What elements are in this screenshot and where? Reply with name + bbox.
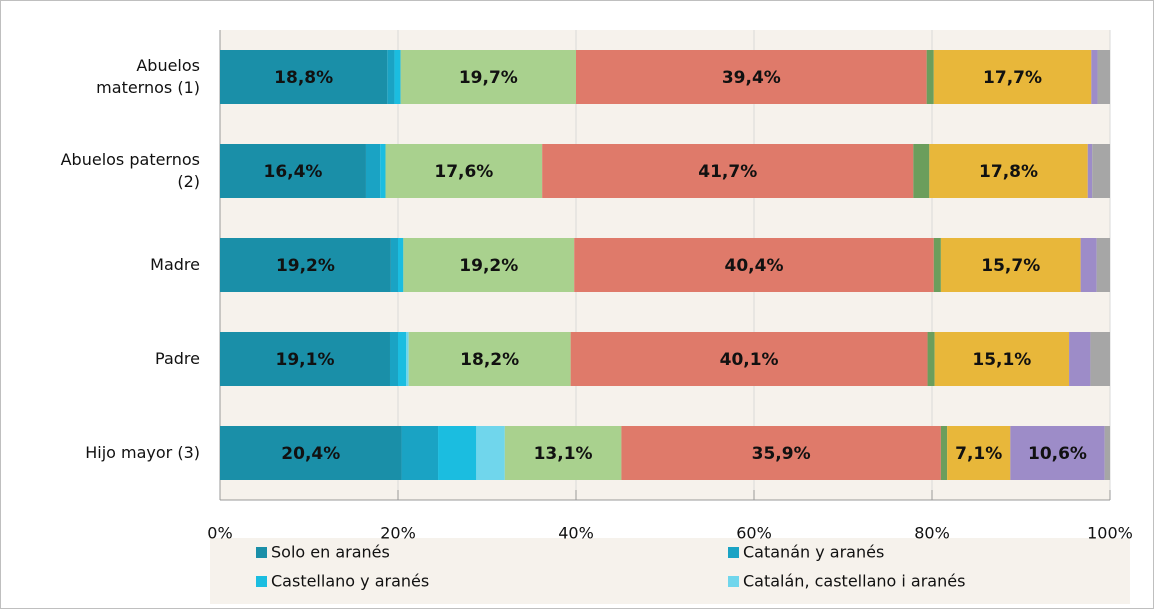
bar-segment [940,238,1081,292]
bar-segment [387,50,395,104]
legend-label: Castellano y aranés [271,572,429,591]
data-label: 10,6% [1028,444,1087,464]
legend-swatch [728,576,739,587]
bar-segment [476,426,505,480]
bar-segment [390,238,398,292]
bar-segment [438,426,477,480]
y-tick-label: Abuelos paternos (2) [60,150,200,191]
bar-segment [576,50,927,104]
bar-segment [220,50,388,104]
bar-segment [1090,332,1110,386]
bar-segment [1087,144,1093,198]
legend-swatch [728,547,739,558]
data-label: 20,4% [281,444,340,464]
bar-segment [926,50,934,104]
bar-segment [542,144,914,198]
bar-segment [408,332,571,386]
data-label: 40,4% [725,256,784,276]
bar-segment [401,426,439,480]
x-tick-label: 40% [558,524,594,543]
data-label: 39,4% [722,68,781,88]
bar-segment [220,144,366,198]
bar-segment [220,426,402,480]
data-label: 15,7% [981,256,1040,276]
data-label: 16,4% [263,162,322,182]
x-tick-label: 0% [207,524,232,543]
bar-segment [570,332,928,386]
data-label: 17,7% [983,68,1042,88]
data-label: 19,2% [276,256,335,276]
data-label: 17,8% [979,162,1038,182]
data-label: 41,7% [698,162,757,182]
bar-segment [940,426,948,480]
legend-label: Solo en aranés [271,543,390,562]
bar-segment [574,238,934,292]
y-tick-label: Padre [155,349,200,368]
data-label: 7,1% [955,444,1002,464]
bar-segment [934,332,1070,386]
bar-segment [403,238,575,292]
bar-segment [933,50,1092,104]
bar-segment [1010,426,1105,480]
bar-segment [933,238,941,292]
bar-segment [929,144,1088,198]
legend-swatch [256,576,267,587]
data-label: 19,2% [459,256,518,276]
bar-segment [406,332,409,386]
data-label: 19,7% [459,68,518,88]
bar-segment [380,144,386,198]
legend-label: Catalán, castellano i aranés [743,572,965,591]
legend-swatch [256,547,267,558]
data-label: 18,2% [460,350,519,370]
bar-segment [220,238,391,292]
bar-segment [365,144,381,198]
bar-segment [1069,332,1091,386]
x-tick-label: 100% [1087,524,1133,543]
y-tick-label: Madre [150,255,200,274]
bar-segment [220,332,390,386]
bar-segment [1080,238,1097,292]
data-label: 35,9% [752,444,811,464]
bar-segment [504,426,622,480]
data-label: 19,1% [276,350,335,370]
bar-segment [394,50,401,104]
x-tick-label: 20% [380,524,416,543]
data-label: 40,1% [720,350,779,370]
bar-segment [1096,238,1110,292]
data-label: 17,6% [434,162,493,182]
bar-segment [927,332,935,386]
x-tick-label: 60% [736,524,772,543]
bar-segment [1091,50,1098,104]
bar-segment [913,144,930,198]
legend-box [210,538,1130,604]
bar-segment [389,332,398,386]
bar-segment [1092,144,1110,198]
bar-segment [398,238,404,292]
data-label: 15,1% [972,350,1031,370]
bar-segment [385,144,543,198]
bar-segment [398,332,407,386]
bar-segment [1104,426,1110,480]
data-label: 13,1% [534,444,593,464]
data-label: 18,8% [274,68,333,88]
legend-label: Catanán y aranés [743,543,884,562]
bar-segment [947,426,1011,480]
y-tick-label: Abuelos maternos (1) [96,56,200,97]
bar-segment [1097,50,1110,104]
x-tick-label: 80% [914,524,950,543]
bar-segment [400,50,576,104]
y-tick-label: Hijo mayor (3) [85,443,200,462]
bar-segment [621,426,941,480]
